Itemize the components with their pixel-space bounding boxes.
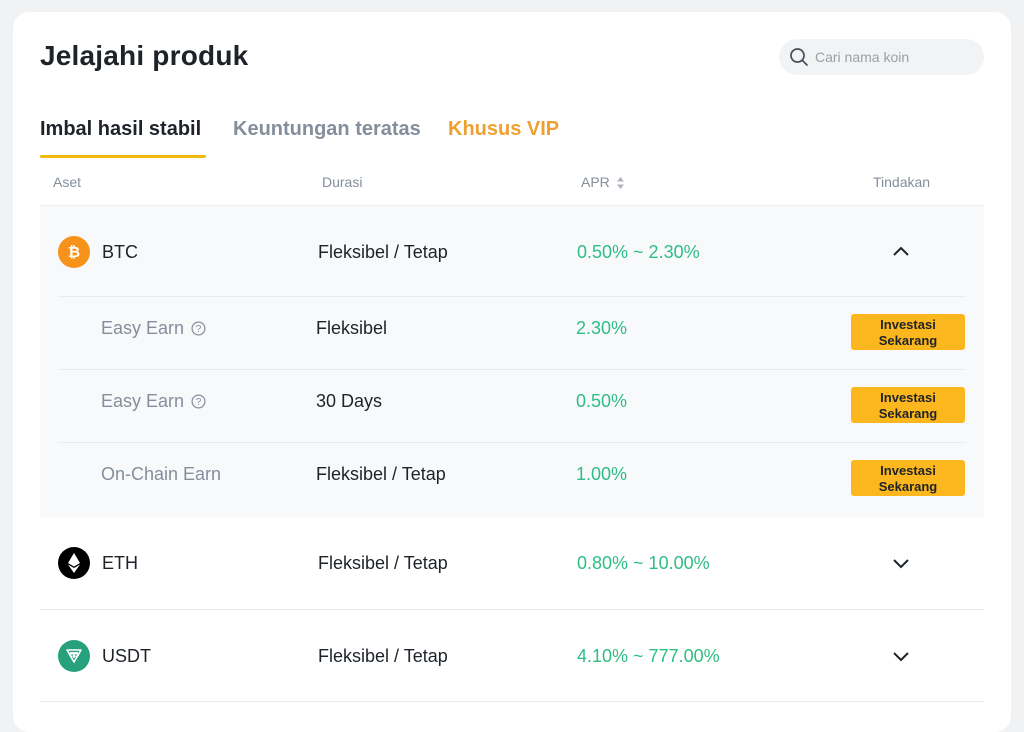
asset-name: USDT <box>102 645 151 666</box>
ethereum-icon <box>58 547 90 579</box>
table-row[interactable]: ETH Fleksibel / Tetap 0.80% ~ 10.00% <box>40 547 984 583</box>
divider <box>40 205 984 206</box>
search-input[interactable] <box>813 48 977 66</box>
search-box[interactable] <box>779 39 984 75</box>
search-icon <box>790 48 808 66</box>
info-icon[interactable]: ? <box>191 394 206 409</box>
duration-value: Fleksibel / Tetap <box>318 646 448 666</box>
duration-value: Fleksibel / Tetap <box>318 553 448 573</box>
asset-name: ETH <box>102 552 138 573</box>
apr-value: 1.00% <box>576 464 628 484</box>
invest-now-button[interactable]: Investasi Sekarang <box>851 314 965 350</box>
page-title: Jelajahi produk <box>40 40 249 71</box>
svg-text:?: ? <box>196 397 202 408</box>
divider <box>58 442 966 443</box>
product-row: Easy Earn ? Fleksibel 2.30% Investasi Se… <box>85 311 965 350</box>
column-header-duration: Durasi <box>322 174 363 190</box>
invest-now-line1: Investasi <box>880 462 936 478</box>
column-header-apr[interactable]: APR <box>581 174 625 190</box>
duration-value: Fleksibel / Tetap <box>318 242 448 262</box>
active-tab-underline <box>40 155 206 158</box>
tab-top-profits[interactable]: Keuntungan teratas <box>233 118 421 140</box>
apr-value: 0.80% ~ 10.00% <box>577 553 710 573</box>
product-row: Easy Earn ? 30 Days 0.50% Investasi Seka… <box>85 384 965 423</box>
divider <box>58 296 966 297</box>
explore-products-card: Jelajahi produk Imbal hasil stabil Keunt… <box>13 12 1011 732</box>
expanded-row-btc: ₿ BTC Fleksibel / Tetap 0.50% ~ 2.30% Ea… <box>40 206 984 517</box>
apr-value: 0.50% <box>576 391 628 411</box>
divider <box>58 369 966 370</box>
apr-value: 2.30% <box>576 318 628 338</box>
product-name: Easy Earn <box>101 391 185 411</box>
product-name: On-Chain Earn <box>101 464 222 484</box>
apr-value: 4.10% ~ 777.00% <box>577 646 720 666</box>
chevron-up-icon[interactable] <box>892 245 910 257</box>
chevron-down-icon[interactable] <box>892 558 910 570</box>
bitcoin-icon: ₿ <box>58 236 90 268</box>
chevron-down-icon[interactable] <box>892 651 910 663</box>
asset-name: BTC <box>102 241 138 262</box>
sort-icon[interactable] <box>616 176 625 190</box>
duration-value: 30 Days <box>316 391 383 411</box>
apr-value: 0.50% ~ 2.30% <box>577 242 700 262</box>
column-header-apr-label: APR <box>581 174 610 190</box>
invest-now-button[interactable]: Investasi Sekarang <box>851 460 965 496</box>
tab-vip-only[interactable]: Khusus VIP <box>448 118 560 140</box>
table-row[interactable]: USDT Fleksibel / Tetap 4.10% ~ 777.00% <box>40 640 984 676</box>
column-header-asset: Aset <box>53 174 82 190</box>
duration-value: Fleksibel <box>316 318 388 338</box>
divider <box>40 701 984 702</box>
tether-icon <box>58 640 90 672</box>
invest-now-button[interactable]: Investasi Sekarang <box>851 387 965 423</box>
divider <box>40 609 984 610</box>
product-row: On-Chain Earn Fleksibel / Tetap 1.00% In… <box>85 457 965 496</box>
svg-text:₿: ₿ <box>68 244 80 261</box>
invest-now-line2: Sekarang <box>878 405 938 421</box>
invest-now-line1: Investasi <box>880 389 936 405</box>
svg-text:?: ? <box>196 324 202 335</box>
product-name: Easy Earn <box>101 318 185 338</box>
invest-now-line2: Sekarang <box>878 332 938 348</box>
column-header-action: Tindakan <box>873 174 931 190</box>
invest-now-line1: Investasi <box>880 316 936 332</box>
info-icon[interactable]: ? <box>191 321 206 336</box>
tab-stable-yield[interactable]: Imbal hasil stabil <box>40 118 202 140</box>
duration-value: Fleksibel / Tetap <box>316 464 446 484</box>
invest-now-line2: Sekarang <box>878 478 938 494</box>
